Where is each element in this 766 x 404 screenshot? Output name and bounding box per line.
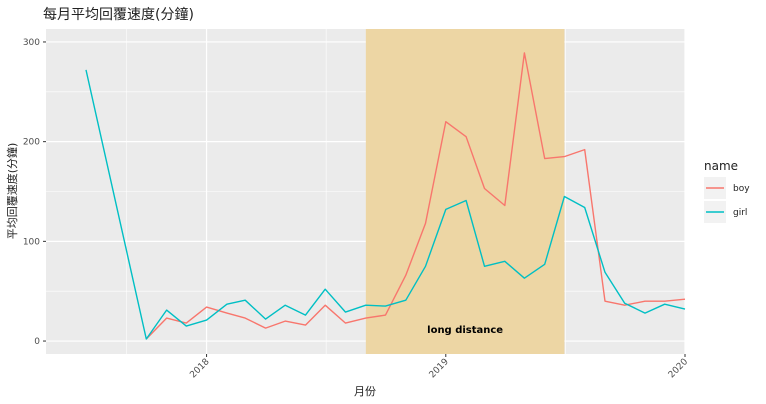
y-axis-title: 平均回覆速度(分鐘) [5, 143, 19, 240]
y-tick-label: 0 [34, 337, 40, 347]
annotations: long distance [427, 325, 503, 336]
chart-title: 每月平均回覆速度(分鐘) [43, 6, 194, 23]
x-axis: 2018 2019 2020 [188, 354, 690, 380]
y-tick-label: 300 [23, 38, 40, 48]
legend-title: name [704, 159, 738, 173]
legend-label-girl: girl [733, 208, 747, 218]
legend-items: boy girl [704, 177, 750, 223]
legend: name boy girl [704, 159, 750, 223]
x-tick-label: 2018 [188, 357, 211, 380]
x-tick-label: 2020 [667, 357, 690, 380]
x-tick-label: 2019 [428, 357, 451, 380]
minor-gridlines [46, 29, 685, 354]
series-line-girl [85, 69, 686, 340]
annotation-long-distance: long distance [427, 325, 503, 336]
y-axis: 0 100 200 300 [23, 38, 46, 347]
series-lines [85, 52, 686, 340]
series-line-boy [145, 52, 686, 340]
y-tick-label: 100 [23, 237, 40, 247]
highlight-region [365, 29, 565, 354]
x-axis-title: 月份 [354, 385, 376, 398]
legend-label-boy: boy [733, 184, 750, 194]
long-distance-band [365, 29, 565, 354]
y-tick-label: 200 [23, 138, 40, 148]
